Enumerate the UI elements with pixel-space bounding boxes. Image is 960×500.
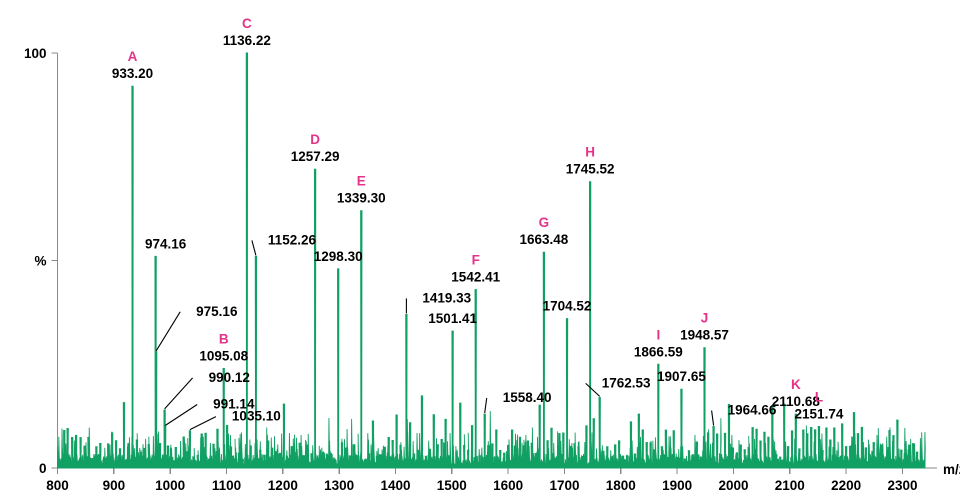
y-tick-label: 0 bbox=[39, 461, 47, 476]
peak-letter-g: G bbox=[539, 215, 550, 230]
spectrum-trace bbox=[57, 52, 926, 469]
peak-mass-label: 1866.59 bbox=[634, 344, 683, 359]
peak-mass-label: 2151.74 bbox=[795, 407, 844, 422]
peak-mass-label: 974.16 bbox=[145, 236, 187, 251]
peak-letter-k: K bbox=[791, 377, 801, 392]
peak-mass-label: 2110.68 bbox=[772, 394, 821, 409]
peak-mass-label: 1152.26 bbox=[268, 232, 317, 247]
peak-letter-j: J bbox=[701, 311, 709, 326]
peak-mass-label: 1257.29 bbox=[291, 149, 340, 164]
peak-mass-label: 1745.52 bbox=[566, 162, 615, 177]
peak-mass-label: 1907.65 bbox=[657, 369, 706, 384]
peak-mass-label: 1298.30 bbox=[314, 249, 363, 264]
x-tick-label: 1900 bbox=[662, 478, 692, 493]
peak-mass-label: 975.16 bbox=[196, 304, 238, 319]
x-tick-label: 900 bbox=[103, 478, 126, 493]
peak-leader-line bbox=[585, 382, 601, 397]
peak-leader-line bbox=[711, 410, 715, 426]
peak-mass-label: 1035.10 bbox=[232, 409, 281, 424]
x-tick-label: 2300 bbox=[887, 478, 917, 493]
peak-letter-l: L bbox=[815, 390, 823, 405]
spectrum-path bbox=[57, 52, 926, 469]
y-tick-label: % bbox=[34, 254, 46, 269]
peak-mass-label: 1964.66 bbox=[728, 403, 777, 418]
x-tick-label: 1100 bbox=[212, 478, 241, 493]
x-tick-label: 1400 bbox=[380, 478, 410, 493]
peak-mass-label: 1095.08 bbox=[199, 348, 248, 363]
peak-mass-label: 1419.33 bbox=[422, 290, 471, 305]
x-tick-label: 1800 bbox=[606, 478, 636, 493]
peak-letter-f: F bbox=[472, 253, 480, 268]
peak-letter-e: E bbox=[357, 174, 366, 189]
peak-mass-label: 1948.57 bbox=[680, 328, 729, 343]
peak-leader-line bbox=[155, 311, 181, 352]
x-tick-label: 2200 bbox=[831, 478, 861, 493]
peak-mass-label: 1762.53 bbox=[602, 375, 651, 390]
peak-mass-label: 991.14 bbox=[213, 397, 255, 412]
x-tick-label: 800 bbox=[46, 478, 69, 493]
x-tick-label: 1200 bbox=[268, 478, 298, 493]
peak-mass-label: 1704.52 bbox=[543, 299, 592, 314]
peak-letter-d: D bbox=[310, 132, 320, 147]
y-tick-label: 100 bbox=[24, 46, 47, 61]
peak-mass-label: 933.20 bbox=[112, 66, 153, 81]
x-tick-label: 2100 bbox=[775, 478, 805, 493]
peak-mass-label: 1663.48 bbox=[520, 232, 569, 247]
peak-letter-a: A bbox=[128, 49, 138, 64]
peak-letter-i: I bbox=[656, 327, 660, 342]
peak-leader-line bbox=[189, 416, 217, 431]
x-tick-label: 1700 bbox=[549, 478, 579, 493]
peak-mass-label: 990.12 bbox=[209, 370, 250, 385]
x-tick-label: 2000 bbox=[718, 478, 748, 493]
peak-leader-line bbox=[164, 404, 198, 426]
peak-leader-line bbox=[251, 240, 257, 256]
peak-leader-line bbox=[484, 398, 488, 414]
peak-mass-label: 1558.40 bbox=[503, 390, 552, 405]
x-axis-title: m/z bbox=[943, 462, 960, 477]
x-tick-label: 1600 bbox=[493, 478, 523, 493]
peak-mass-label: 1542.41 bbox=[451, 270, 500, 285]
x-tick-label: 1300 bbox=[324, 478, 354, 493]
axes-layer: 0% 100 800 900 1000 1100 1200 1300 1400 1500 1600 1… bbox=[24, 46, 960, 493]
peak-mass-label: 1136.22 bbox=[223, 33, 271, 48]
x-tick-label: 1000 bbox=[155, 478, 185, 493]
peak-mass-label: 1501.41 bbox=[428, 311, 477, 326]
leader-lines bbox=[155, 240, 715, 431]
peak-letter-b: B bbox=[219, 331, 229, 346]
x-tick-label: 1500 bbox=[437, 478, 467, 493]
peak-letter-c: C bbox=[242, 16, 252, 31]
peak-mass-label: 1339.30 bbox=[337, 191, 386, 206]
peak-leader-line bbox=[164, 377, 194, 410]
peak-letter-h: H bbox=[585, 145, 595, 160]
